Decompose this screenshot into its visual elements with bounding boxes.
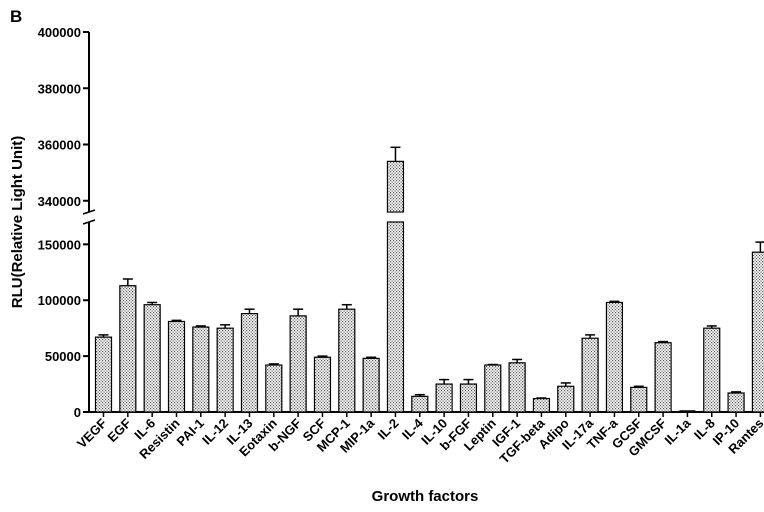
bar [338,308,356,413]
y-tick-label: 150000 [38,237,81,252]
bar [532,397,551,413]
y-tick-label: 380000 [38,81,81,96]
bar [605,301,624,413]
bar [119,285,137,413]
bar [265,364,283,413]
bar [167,320,186,413]
bar [216,327,234,413]
y-axis-label: RLU(Relative Light Unit) [9,136,26,309]
bar [581,337,599,413]
bar [435,383,453,413]
bar [751,251,764,413]
bar [411,395,429,413]
y-tick-label: 100000 [38,293,81,308]
y-tick-label: 360000 [38,138,81,153]
axis-break-mark-upper [82,209,96,215]
x-tick-label: PAI-1 [174,416,207,449]
bar [313,356,332,413]
bar [630,386,648,413]
bar [508,362,526,413]
bar [289,315,307,413]
panel-label: B [10,7,22,26]
bar [192,326,210,413]
bar [386,221,405,413]
y-tick-label: 50000 [45,349,81,364]
bar [557,385,575,413]
bar-upper-segment [386,160,405,213]
y-tick-label: 0 [74,405,81,420]
y-tick-label: 400000 [38,25,81,40]
bar [143,304,161,413]
x-tick-label: EGF [104,415,134,445]
bar [484,364,502,413]
x-axis-label: Growth factors [372,488,479,505]
bar [703,327,721,413]
y-tick-label: 340000 [38,194,81,209]
bar [459,383,478,413]
bar [654,342,672,413]
bar [94,336,113,413]
bar [362,357,380,413]
axis-break-mark-lower [82,219,96,225]
x-tick-label: IL-1a [661,415,694,448]
bar [240,313,259,413]
bar [727,392,745,413]
x-tick-label: IL-2 [375,416,402,443]
x-tick-label: IL-12 [199,416,231,448]
